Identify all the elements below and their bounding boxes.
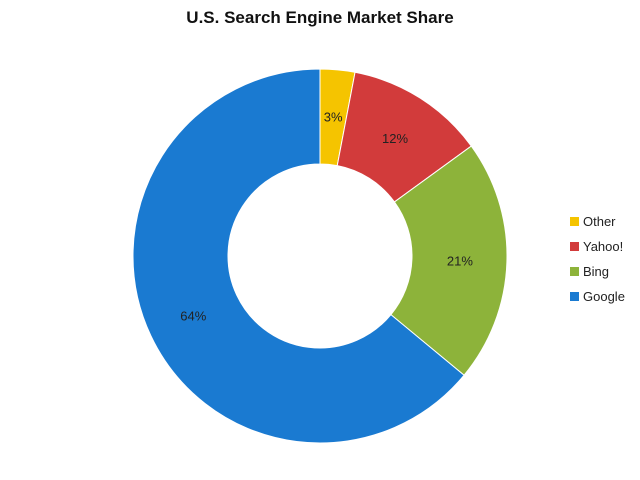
slice-bing [390, 145, 508, 376]
legend-label: Google [583, 289, 625, 304]
chart-title: U.S. Search Engine Market Share [186, 8, 454, 27]
legend-item: Yahoo! [570, 234, 625, 259]
legend-item: Other [570, 209, 625, 234]
legend-item: Google [570, 284, 625, 309]
legend-item: Bing [570, 259, 625, 284]
legend-swatch [570, 267, 579, 276]
data-label: 12% [382, 131, 408, 146]
legend-label: Other [583, 214, 616, 229]
data-label: 3% [324, 110, 343, 125]
legend-label: Bing [583, 264, 610, 279]
legend-swatch [570, 242, 579, 251]
slice-google [132, 68, 465, 444]
legend-label: Yahoo! [583, 239, 624, 254]
legend-swatch [570, 292, 579, 301]
data-label: 21% [447, 253, 473, 268]
legend: Other Yahoo! Bing Google [570, 209, 625, 309]
data-label: 64% [180, 309, 206, 324]
legend-swatch [570, 217, 579, 226]
